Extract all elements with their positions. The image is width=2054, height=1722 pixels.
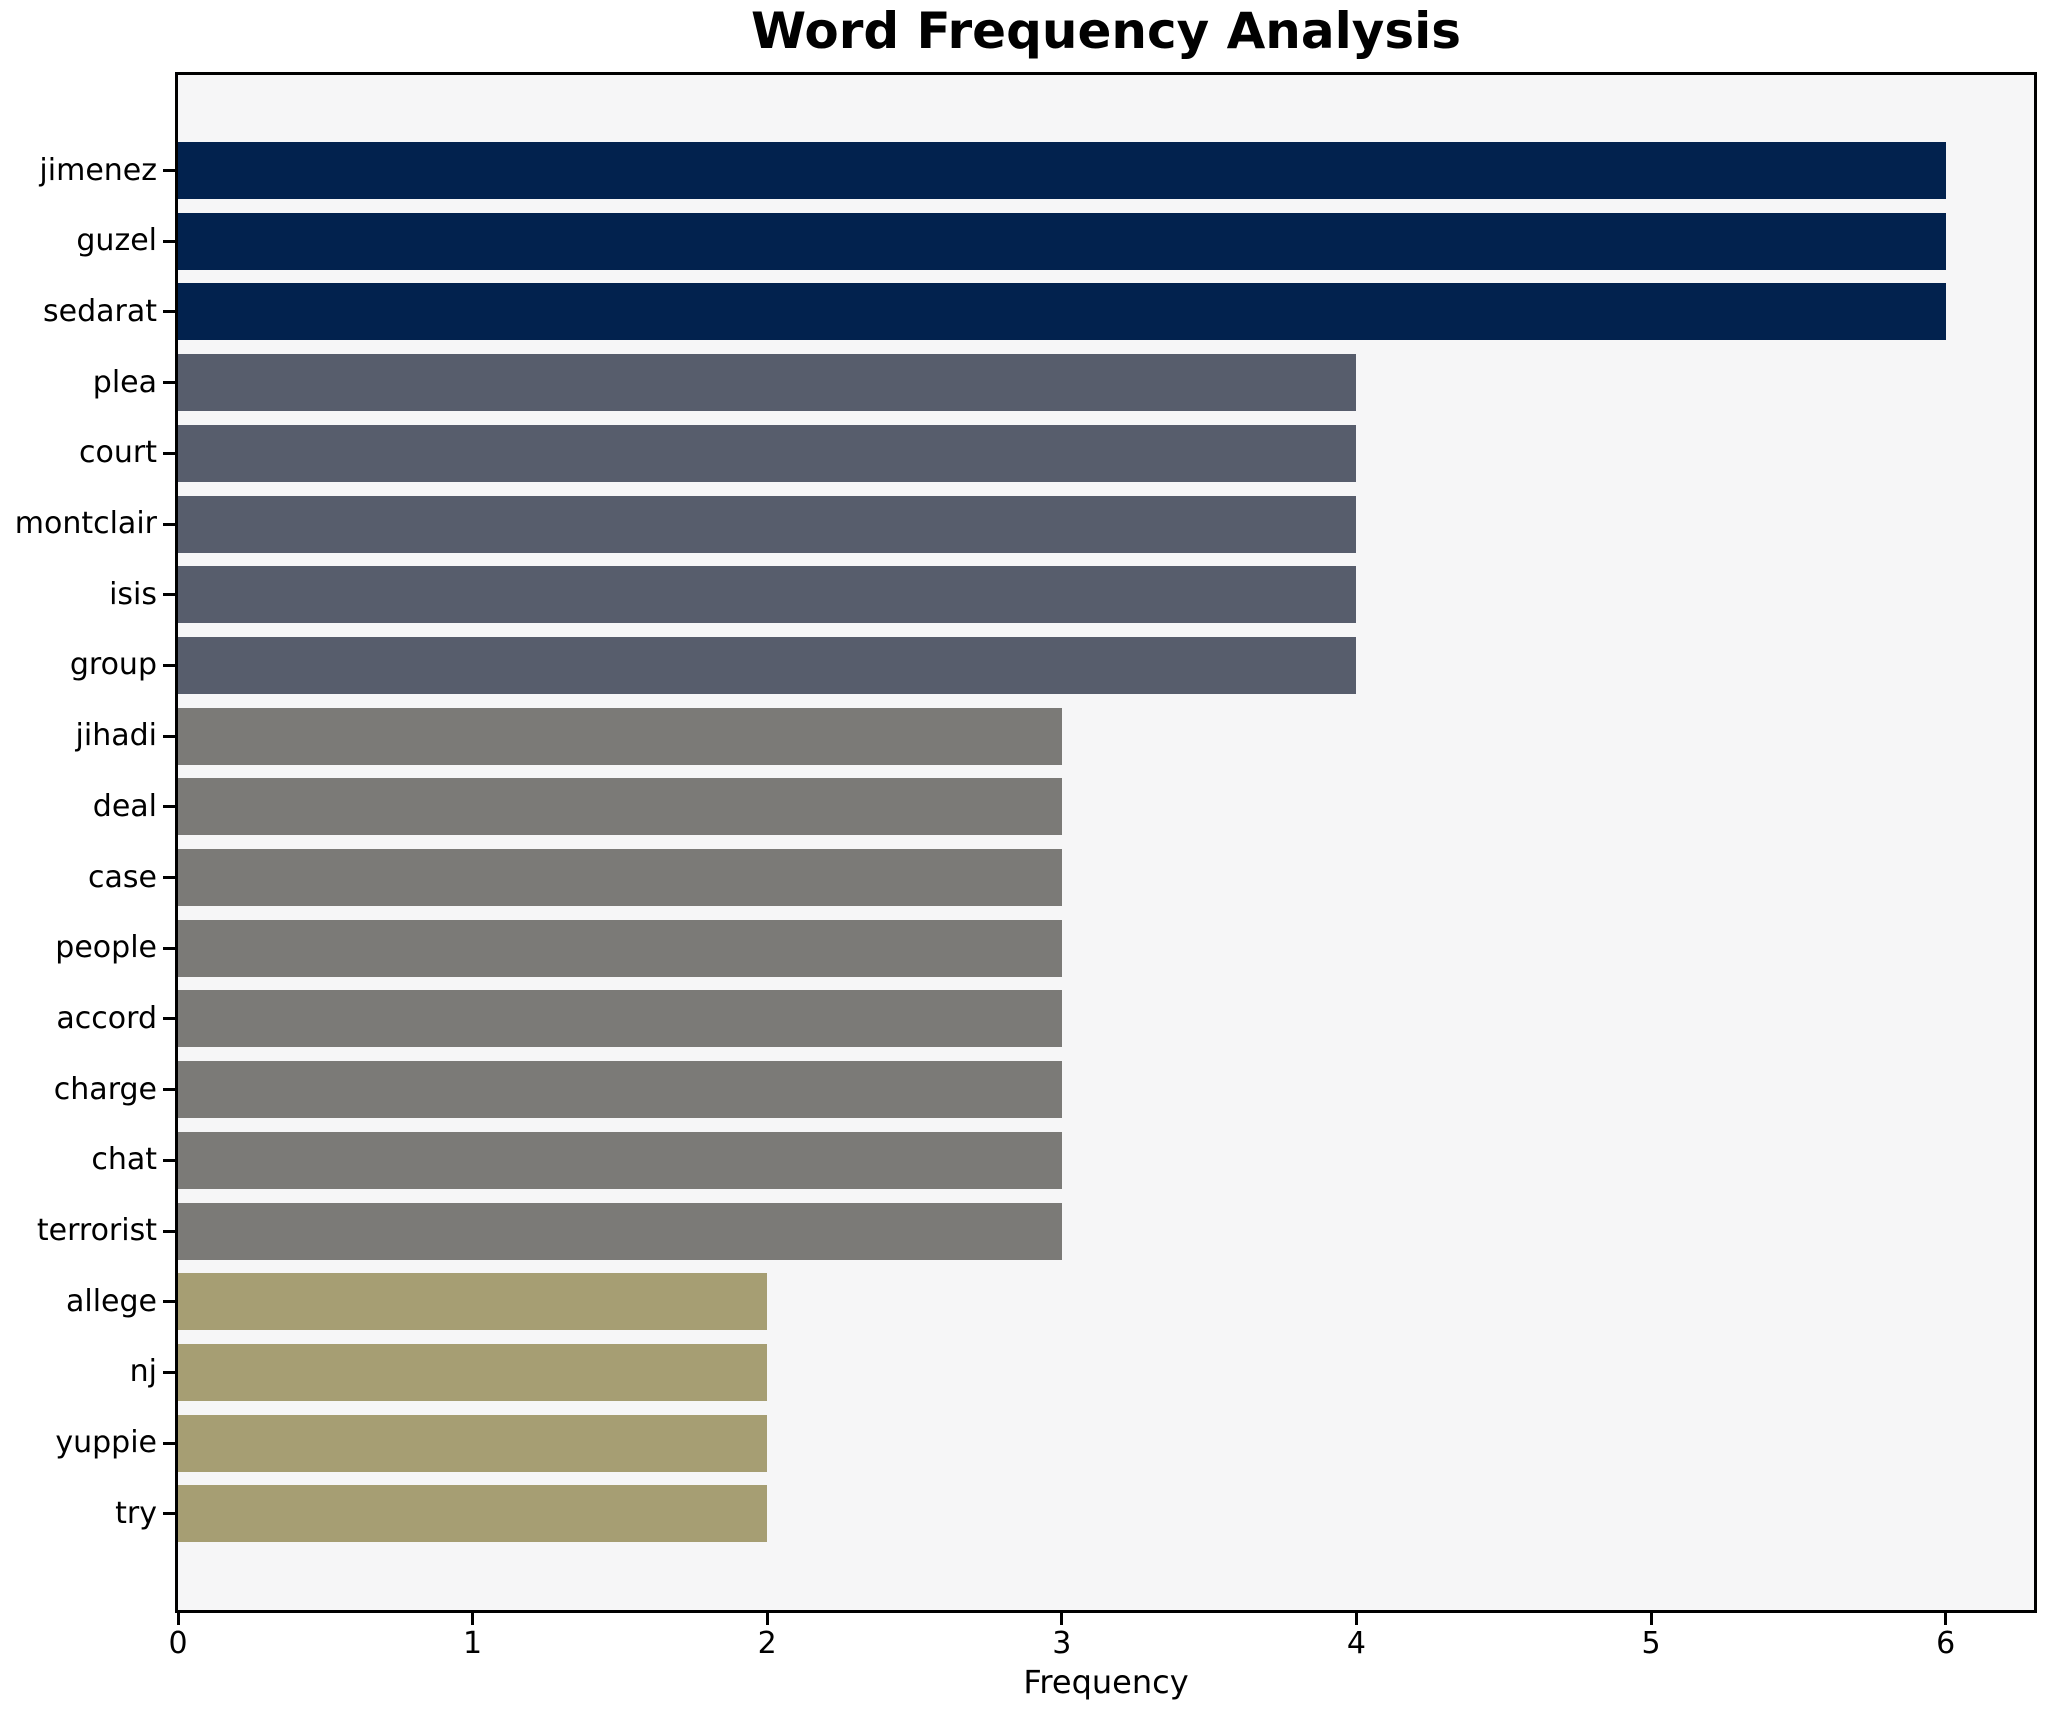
bar-accord <box>178 990 1062 1048</box>
xtick-mark-0 <box>176 1613 180 1625</box>
ytick-mark-plea <box>163 381 175 385</box>
ytick-mark-case <box>163 876 175 879</box>
xtick-label-2: 2 <box>757 1626 777 1661</box>
xtick-label-6: 6 <box>1936 1626 1956 1661</box>
ytick-label-plea: plea <box>92 364 157 400</box>
ytick-label-deal: deal <box>92 788 157 824</box>
ytick-label-case: case <box>88 859 157 895</box>
ytick-mark-charge <box>163 1088 175 1092</box>
ytick-mark-try <box>163 1512 175 1516</box>
ytick-label-accord: accord <box>56 1000 157 1036</box>
ytick-mark-nj <box>163 1370 175 1374</box>
ytick-mark-accord <box>163 1017 175 1021</box>
ytick-label-isis: isis <box>109 576 157 612</box>
ytick-mark-group <box>163 663 175 667</box>
ytick-label-yuppie: yuppie <box>55 1425 157 1461</box>
xtick-label-3: 3 <box>1052 1626 1072 1661</box>
ytick-mark-jimenez <box>163 169 175 172</box>
bar-chat <box>178 1131 1062 1189</box>
bar-deal <box>178 778 1062 836</box>
ytick-mark-terrorist <box>163 1229 175 1233</box>
xtick-mark-1 <box>471 1613 475 1625</box>
bar-people <box>178 919 1062 977</box>
ytick-label-jihadi: jihadi <box>75 718 157 754</box>
ytick-mark-guzel <box>163 239 175 243</box>
ytick-mark-jihadi <box>163 734 175 738</box>
xtick-mark-6 <box>1944 1613 1948 1625</box>
bar-allege <box>178 1273 768 1331</box>
bar-charge <box>178 1061 1062 1119</box>
ytick-mark-yuppie <box>163 1441 175 1445</box>
xtick-label-1: 1 <box>463 1626 483 1661</box>
ytick-mark-chat <box>163 1158 175 1162</box>
xtick-mark-2 <box>765 1613 769 1625</box>
xtick-label-0: 0 <box>168 1626 188 1661</box>
xtick-mark-5 <box>1649 1613 1653 1625</box>
bar-yuppie <box>178 1414 768 1472</box>
bar-isis <box>178 566 1357 624</box>
bar-nj <box>178 1343 768 1401</box>
ytick-mark-isis <box>163 593 175 597</box>
ytick-label-charge: charge <box>53 1071 157 1107</box>
ytick-label-montclair: montclair <box>14 506 157 541</box>
bar-guzel <box>178 212 1946 270</box>
bar-jihadi <box>178 707 1062 765</box>
xtick-mark-3 <box>1060 1613 1064 1625</box>
bar-case <box>178 849 1062 906</box>
ytick-mark-people <box>163 946 175 950</box>
ytick-label-nj: nj <box>129 1354 157 1390</box>
ytick-label-jimenez: jimenez <box>39 152 157 188</box>
ytick-label-sedarat: sedarat <box>43 293 157 329</box>
ytick-label-group: group <box>69 647 157 683</box>
xtick-mark-4 <box>1354 1613 1358 1625</box>
bar-group <box>178 636 1357 694</box>
bar-court <box>178 424 1357 482</box>
bar-terrorist <box>178 1202 1062 1260</box>
ytick-label-people: people <box>55 930 157 966</box>
x-axis-label: Frequency <box>1023 1663 1189 1701</box>
ytick-label-chat: chat <box>91 1142 157 1178</box>
bar-jimenez <box>178 142 1946 199</box>
ytick-mark-montclair <box>163 522 175 526</box>
ytick-label-court: court <box>79 435 157 471</box>
ytick-label-terrorist: terrorist <box>36 1213 157 1248</box>
plot-area: Frequency jimenez guzel sedarat plea court mo… <box>15 72 2037 1698</box>
bar-sedarat <box>178 283 1946 341</box>
bar-montclair <box>178 495 1357 553</box>
ytick-label-try: try <box>115 1495 157 1531</box>
bar-try <box>178 1485 768 1543</box>
ytick-label-guzel: guzel <box>76 223 157 259</box>
xtick-label-4: 4 <box>1346 1626 1366 1661</box>
ytick-label-allege: allege <box>65 1283 157 1319</box>
xtick-label-5: 5 <box>1641 1626 1661 1661</box>
ytick-mark-allege <box>163 1300 175 1304</box>
bar-plea <box>178 354 1357 412</box>
ytick-mark-sedarat <box>163 310 175 314</box>
chart-title: Word Frequency Analysis <box>750 2 1462 60</box>
ytick-mark-deal <box>163 805 175 809</box>
ytick-mark-court <box>163 451 175 455</box>
